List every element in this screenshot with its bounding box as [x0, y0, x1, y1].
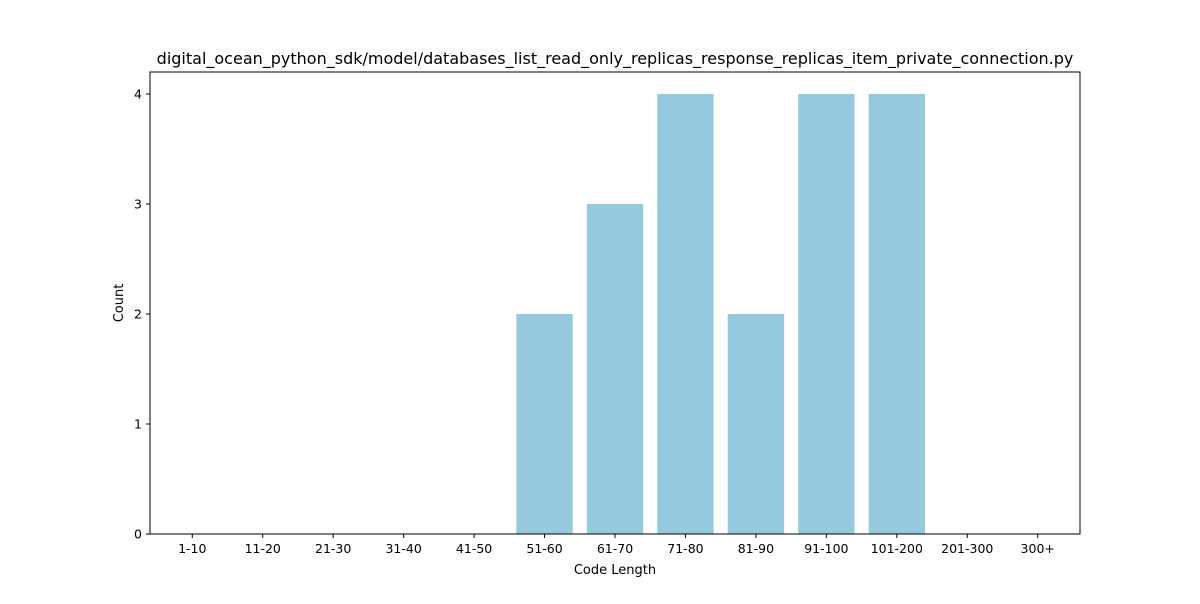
x-tick-label: 300+	[1021, 541, 1055, 556]
y-tick-label: 1	[134, 417, 142, 432]
y-tick-label: 3	[134, 197, 142, 212]
x-tick-label: 201-300	[941, 541, 993, 556]
x-tick-label: 51-60	[526, 541, 562, 556]
chart-title: digital_ocean_python_sdk/model/databases…	[157, 49, 1074, 69]
y-tick-label: 2	[134, 307, 142, 322]
bar-71-80	[657, 94, 714, 534]
x-tick-label: 71-80	[667, 541, 703, 556]
plot-frame	[149, 71, 1081, 535]
x-tick-label: 91-100	[804, 541, 848, 556]
y-axis-ticks: 0 1 2 3 4	[134, 87, 150, 542]
x-axis-label: Code Length	[574, 563, 656, 578]
x-tick-label: 11-20	[245, 541, 281, 556]
bars-layer	[516, 94, 925, 534]
y-tick-label: 0	[134, 527, 142, 542]
x-tick-label: 81-90	[738, 541, 774, 556]
bar-51-60	[516, 314, 573, 534]
x-tick-label: 1-10	[178, 541, 206, 556]
y-tick-label: 4	[134, 87, 142, 102]
bar-81-90	[727, 314, 785, 534]
bar-101-200	[868, 94, 925, 534]
y-axis-label: Count	[112, 284, 127, 323]
x-tick-label: 41-50	[456, 541, 492, 556]
x-tick-label: 31-40	[385, 541, 421, 556]
x-tick-label: 21-30	[315, 541, 351, 556]
x-tick-label: 61-70	[597, 541, 633, 556]
x-axis-ticks: 1-10 11-20 21-30 31-40 41-50 51-60 61-70 71-80 8…	[178, 534, 1055, 556]
x-tick-label: 101-200	[871, 541, 923, 556]
bar-91-100	[798, 94, 855, 534]
bar-61-70	[586, 204, 644, 534]
